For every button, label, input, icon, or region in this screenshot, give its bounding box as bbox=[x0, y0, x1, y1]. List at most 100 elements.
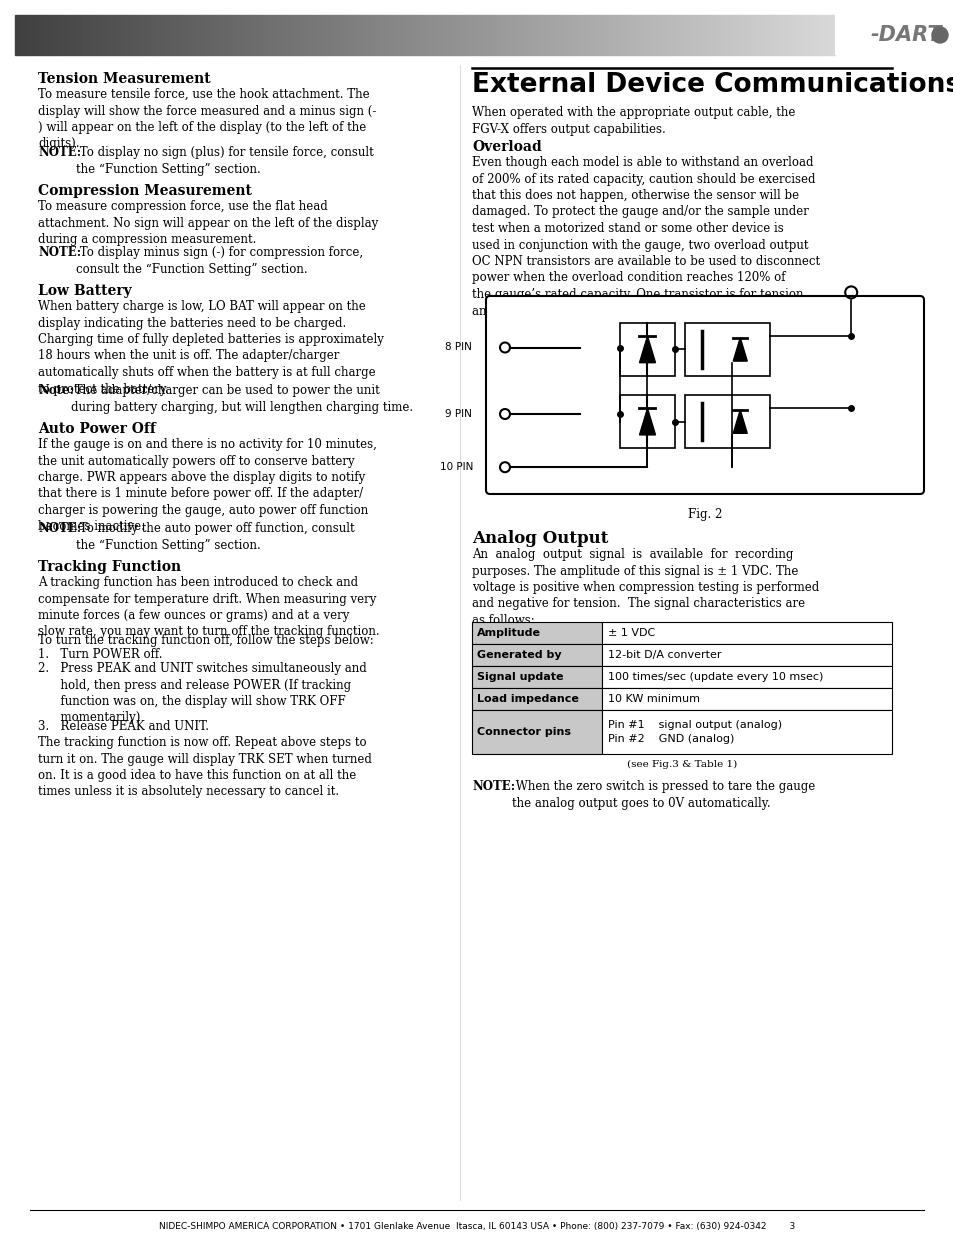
Bar bbox=[302, 15, 304, 56]
FancyBboxPatch shape bbox=[485, 296, 923, 494]
Bar bbox=[472, 643, 601, 666]
Bar bbox=[430, 15, 433, 56]
Bar bbox=[569, 15, 572, 56]
Bar bbox=[56, 15, 59, 56]
Bar bbox=[684, 15, 687, 56]
Bar bbox=[294, 15, 296, 56]
Bar bbox=[326, 15, 329, 56]
Bar bbox=[597, 15, 599, 56]
Bar bbox=[220, 15, 222, 56]
Text: Compression Measurement: Compression Measurement bbox=[38, 184, 252, 198]
Text: 9 PIN: 9 PIN bbox=[444, 409, 472, 419]
Bar bbox=[654, 15, 657, 56]
Text: To turn the tracking function off, follow the steps below:: To turn the tracking function off, follo… bbox=[38, 634, 374, 647]
Bar bbox=[821, 15, 823, 56]
Bar bbox=[496, 15, 498, 56]
Bar bbox=[138, 15, 141, 56]
Bar bbox=[75, 15, 78, 56]
Bar bbox=[15, 15, 18, 56]
Bar bbox=[749, 15, 752, 56]
Bar bbox=[558, 15, 561, 56]
Bar bbox=[424, 15, 427, 56]
Bar bbox=[422, 15, 424, 56]
Bar bbox=[651, 15, 654, 56]
Bar bbox=[476, 15, 479, 56]
Bar bbox=[198, 15, 201, 56]
Bar bbox=[45, 15, 48, 56]
Bar bbox=[384, 15, 386, 56]
Bar bbox=[416, 15, 419, 56]
Bar bbox=[184, 15, 187, 56]
Bar bbox=[364, 15, 367, 56]
Bar bbox=[70, 15, 72, 56]
Bar bbox=[714, 15, 717, 56]
Bar bbox=[550, 15, 553, 56]
Bar bbox=[121, 15, 124, 56]
Bar bbox=[796, 15, 799, 56]
Bar bbox=[285, 15, 288, 56]
Text: NOTE:: NOTE: bbox=[38, 522, 81, 535]
Text: Overload: Overload bbox=[472, 140, 541, 154]
Bar bbox=[242, 15, 244, 56]
Bar bbox=[206, 15, 209, 56]
Bar bbox=[335, 15, 337, 56]
Bar bbox=[747, 15, 749, 56]
Polygon shape bbox=[639, 409, 655, 435]
Bar bbox=[18, 15, 20, 56]
Text: When battery charge is low, LO BAT will appear on the
display indicating the bat: When battery charge is low, LO BAT will … bbox=[38, 300, 383, 395]
Bar bbox=[472, 622, 601, 643]
Text: NOTE:: NOTE: bbox=[38, 146, 81, 159]
Bar bbox=[315, 15, 318, 56]
Bar bbox=[217, 15, 220, 56]
Bar bbox=[515, 15, 517, 56]
Bar bbox=[414, 15, 416, 56]
Bar bbox=[472, 688, 601, 710]
Bar bbox=[253, 15, 255, 56]
Bar bbox=[790, 15, 793, 56]
Bar bbox=[263, 15, 266, 56]
Bar bbox=[689, 15, 692, 56]
Bar bbox=[826, 15, 829, 56]
Text: Pin #1    signal output (analog)
Pin #2    GND (analog): Pin #1 signal output (analog) Pin #2 GND… bbox=[607, 720, 781, 743]
Bar bbox=[100, 15, 102, 56]
Bar bbox=[490, 15, 493, 56]
Bar bbox=[539, 15, 542, 56]
Bar bbox=[673, 15, 676, 56]
Bar bbox=[108, 15, 111, 56]
Text: 8 PIN: 8 PIN bbox=[444, 342, 472, 352]
Bar bbox=[564, 15, 566, 56]
Text: 12-bit D/A converter: 12-bit D/A converter bbox=[607, 650, 720, 659]
Text: TENSION: TENSION bbox=[579, 393, 617, 403]
Text: Generated by: Generated by bbox=[476, 650, 561, 659]
Bar bbox=[799, 15, 801, 56]
Bar bbox=[165, 15, 168, 56]
Bar bbox=[717, 15, 720, 56]
Bar bbox=[250, 15, 253, 56]
Bar bbox=[575, 15, 578, 56]
Bar bbox=[310, 15, 313, 56]
Bar bbox=[618, 15, 621, 56]
Text: If the gauge is on and there is no activity for 10 minutes,
the unit automatical: If the gauge is on and there is no activ… bbox=[38, 438, 376, 534]
Bar bbox=[261, 15, 263, 56]
Bar bbox=[127, 15, 130, 56]
Bar bbox=[386, 15, 389, 56]
Bar bbox=[498, 15, 501, 56]
Bar bbox=[176, 15, 179, 56]
Text: ± 1 VDC: ± 1 VDC bbox=[607, 629, 655, 638]
Bar bbox=[91, 15, 94, 56]
Bar bbox=[318, 15, 321, 56]
Bar bbox=[763, 15, 766, 56]
Text: Amplitude: Amplitude bbox=[476, 629, 540, 638]
Bar bbox=[212, 15, 214, 56]
Bar bbox=[812, 15, 815, 56]
Bar bbox=[506, 15, 509, 56]
Bar bbox=[657, 15, 659, 56]
Bar bbox=[375, 15, 378, 56]
Bar bbox=[304, 15, 307, 56]
Bar bbox=[667, 15, 670, 56]
Bar bbox=[356, 15, 359, 56]
Bar bbox=[771, 15, 774, 56]
Bar bbox=[646, 15, 648, 56]
Bar bbox=[463, 15, 465, 56]
Bar bbox=[141, 15, 143, 56]
